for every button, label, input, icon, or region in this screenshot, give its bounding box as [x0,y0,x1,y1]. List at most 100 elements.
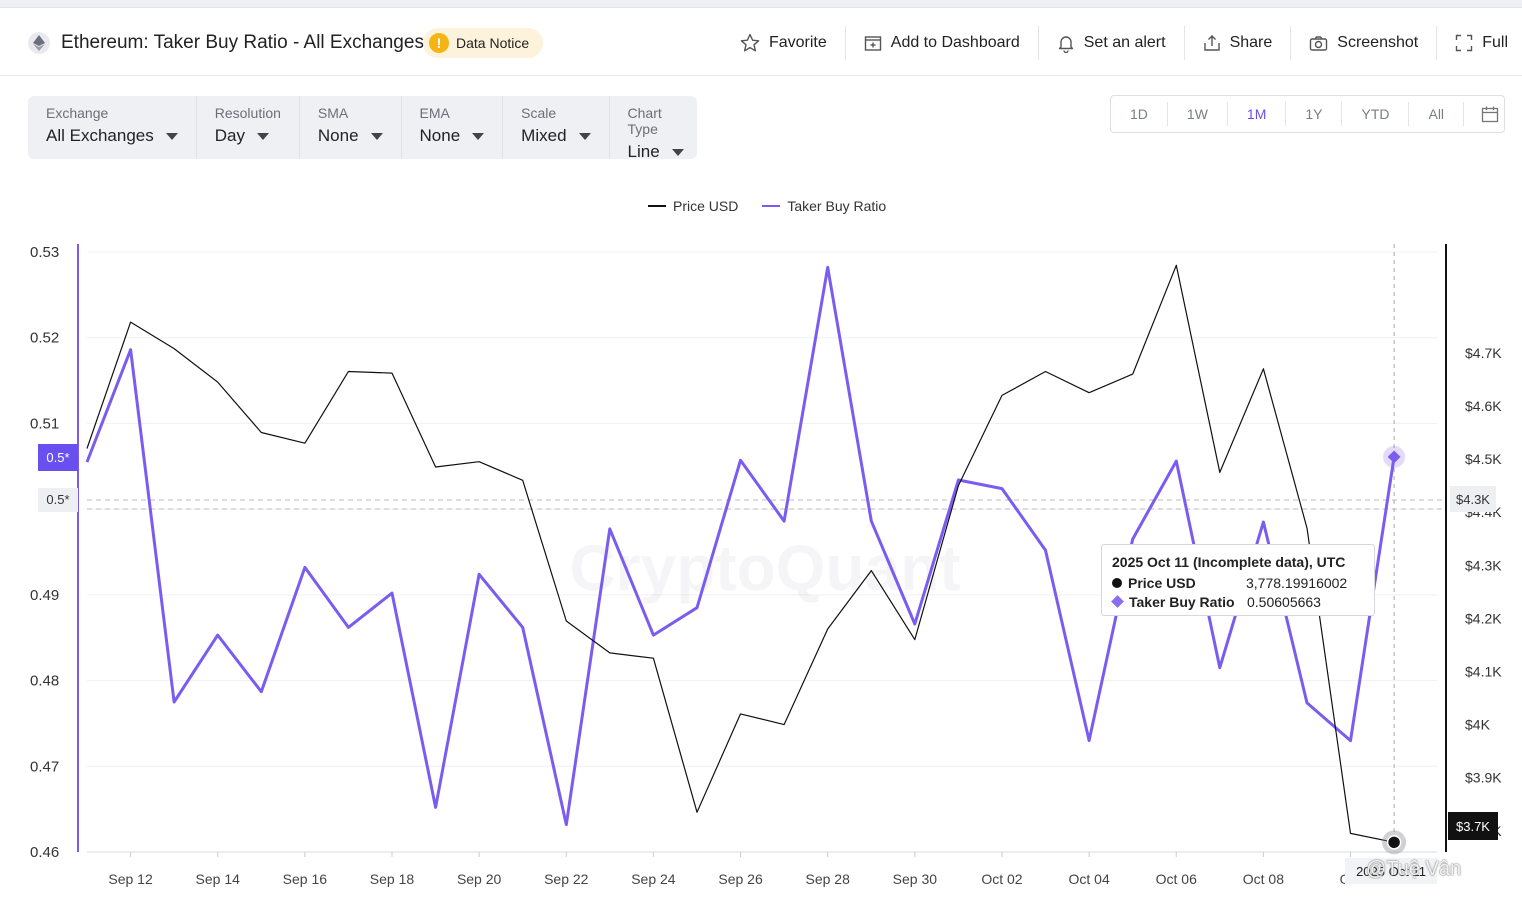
dashboard-add-icon [864,36,881,51]
right-current-badge [1448,812,1498,840]
ethereum-icon [28,32,50,54]
top-strip [0,0,1522,8]
exchange-select[interactable]: Exchange All Exchanges [28,96,197,159]
x-tick-label: Oct 04 [1068,871,1109,887]
y-left-tick-label: 0.48 [30,673,59,690]
x-tick-label: Oct 06 [1156,871,1197,887]
x-tick-label: Sep 26 [718,871,763,887]
exchange-select-value: All Exchanges [46,126,154,145]
chart-controls: Exchange All Exchanges Resolution Day SM… [28,96,697,161]
scale-select-value: Mixed [521,126,567,145]
caret-down-icon [578,132,591,140]
caret-down-icon [472,132,485,140]
x-tick-label: Sep 14 [196,871,241,887]
screenshot-button[interactable]: Screenshot [1291,26,1438,60]
legend-swatch-price [648,205,666,207]
page-title: Ethereum: Taker Buy Ratio - All Exchange… [61,32,424,53]
y-right-tick-label: $4.7K [1465,345,1502,361]
header-actions: Favorite Add to Dashboard Set an alert S… [722,26,1522,60]
legend-item-price[interactable]: Price USD [648,198,738,214]
x-hover-badge [1345,858,1437,884]
share-button[interactable]: Share [1185,26,1292,60]
x-tick-label: Sep 22 [544,871,589,887]
caret-down-icon [370,132,383,140]
bell-icon [1058,35,1073,53]
favorite-button[interactable]: Favorite [722,26,846,60]
chart-plot[interactable]: 0.460.470.480.490.510.520.53CryptoQuant$… [0,230,1522,899]
range-1w-button[interactable]: 1W [1168,102,1228,126]
y-right-tick-label: $4.5K [1465,451,1502,467]
author-overlay-text: @Tuệ Vân [1366,858,1462,880]
share-icon [1203,35,1220,51]
resolution-select-label: Resolution [214,105,281,121]
scale-select-label: Scale [521,105,557,121]
fullscreen-button[interactable]: Full [1437,26,1522,60]
caret-down-icon [671,148,684,156]
right-current-badge-label: $3.7K [1456,819,1490,834]
y-left-tick-label: 0.46 [30,844,59,861]
x-hover-badge-label: 2025 Oct 11 [1356,864,1426,879]
y-right-tick-label: $4.3K [1465,557,1502,573]
exchange-select-label: Exchange [46,105,109,121]
x-tick-label: Sep 12 [108,871,153,887]
y-left-tick-label: 0.52 [30,330,59,347]
chart-type-select[interactable]: Chart Type Line [610,96,702,161]
data-notice-label: Data Notice [456,35,530,51]
price-dot-icon [1112,577,1122,588]
favorite-label: Favorite [768,34,827,51]
legend-label-price: Price USD [673,198,739,214]
range-1m-button[interactable]: 1M [1228,102,1287,126]
calendar-button[interactable] [1464,102,1516,126]
sma-select[interactable]: SMA None [300,96,402,159]
calendar-icon [1481,106,1499,122]
ema-select-label: EMA [419,105,450,121]
fullscreen-icon [1456,34,1473,52]
set-alert-label: Set an alert [1083,34,1166,51]
sma-select-label: SMA [317,105,349,121]
left-current-badge-label: 0.5* [46,450,69,465]
y-right-tick-label: $4.6K [1465,398,1502,414]
x-tick-label: Sep 28 [806,871,851,887]
left-ref-badge [38,488,78,512]
data-notice-button[interactable]: ! Data Notice [423,28,543,58]
set-alert-button[interactable]: Set an alert [1039,26,1185,60]
price-usd-line [86,264,1395,843]
range-all-button[interactable]: All [1409,102,1465,126]
ema-select[interactable]: EMA None [402,96,504,159]
fullscreen-label: Full [1482,34,1508,51]
add-to-dashboard-button[interactable]: Add to Dashboard [846,26,1039,60]
share-label: Share [1229,34,1273,51]
x-tick-label: Sep 24 [631,871,676,887]
y-left-tick-label: 0.53 [30,244,59,261]
range-ytd-button[interactable]: YTD [1342,102,1410,126]
left-current-badge [38,444,78,471]
range-1y-button[interactable]: 1Y [1286,102,1343,126]
tooltip-price-value: 3,778.19916002 [1246,574,1348,591]
x-tick-label: Sep 30 [893,871,938,887]
tooltip-ratio-value: 0.50605663 [1247,593,1321,610]
resolution-select-value: Day [214,126,245,145]
x-tick-label: Sep 16 [283,871,328,887]
tooltip-title: 2025 Oct 11 (Incomplete data), UTC [1112,554,1346,570]
chart-type-select-label: Chart Type [627,105,662,137]
ema-select-value: None [419,126,461,145]
y-left-tick-label: 0.49 [30,587,59,604]
tooltip-ratio-label: Taker Buy Ratio [1129,593,1235,610]
star-icon [740,33,760,52]
resolution-select[interactable]: Resolution Day [197,96,300,159]
right-ref-badge-label: $4.3K [1456,492,1490,507]
y-right-tick-label: $4.1K [1465,663,1502,679]
legend-label-taker-buy-ratio: Taker Buy Ratio [787,198,887,214]
scale-select[interactable]: Scale Mixed [503,96,610,159]
camera-icon [1310,35,1328,51]
range-1d-button[interactable]: 1D [1111,102,1168,126]
sma-select-value: None [317,126,359,145]
ratio-diamond-icon [1111,595,1124,608]
y-left-tick-label: 0.47 [30,758,59,775]
legend-item-taker-buy-ratio[interactable]: Taker Buy Ratio [762,198,886,214]
y-left-tick-label: 0.51 [30,415,59,432]
screenshot-label: Screenshot [1337,34,1419,51]
y-right-tick-label: $4.2K [1465,610,1502,626]
chart-type-select-value: Line [627,142,660,161]
x-tick-label: Oct 02 [981,871,1022,887]
